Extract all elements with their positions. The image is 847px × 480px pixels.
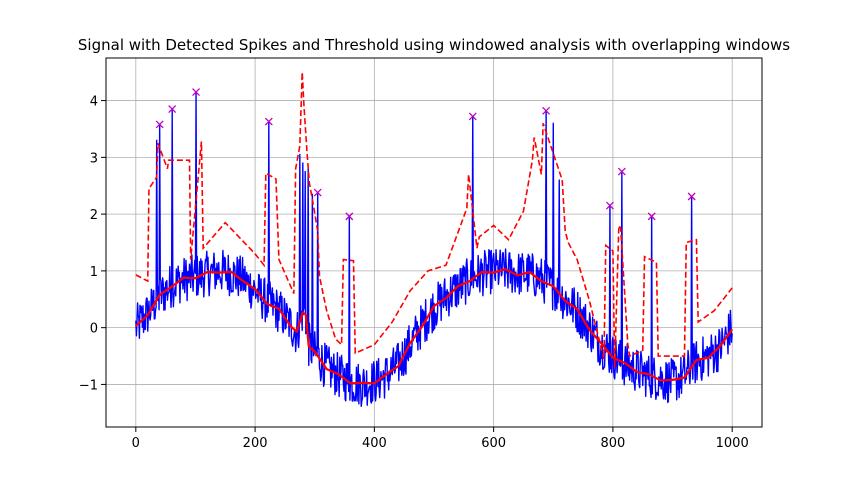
- y-tick-label: −1: [79, 378, 98, 393]
- spike-marker: [617, 167, 626, 176]
- spike-marker: [168, 105, 177, 114]
- y-tick-label: 1: [90, 265, 98, 280]
- x-tick-label: 1000: [716, 436, 749, 451]
- signal-line: [135, 91, 733, 407]
- y-axis-ticks: −1 0 1 2 3 4: [79, 95, 106, 393]
- threshold-line: [135, 72, 733, 368]
- y-tick-label: 0: [90, 322, 98, 337]
- chart-title: Signal with Detected Spikes and Threshol…: [78, 36, 790, 54]
- threshold-series: [135, 72, 733, 368]
- plot-background: [106, 58, 762, 427]
- spike-marker: [542, 106, 551, 115]
- spike-marker: [264, 117, 273, 126]
- spike-marker: [687, 192, 696, 201]
- spike-marker: [468, 112, 477, 121]
- spike-marker: [192, 88, 201, 97]
- plot-area: 0 200 400 600 800 1000 −1 0 1 2 3 4: [79, 57, 763, 451]
- x-tick-label: 400: [362, 436, 387, 451]
- spike-markers: [155, 88, 696, 221]
- spike-marker: [605, 201, 614, 210]
- spike-marker: [313, 188, 322, 197]
- smoothed-line: [135, 268, 734, 385]
- x-tick-label: 0: [132, 436, 140, 451]
- smoothed-series: [135, 268, 734, 385]
- signal-series: [135, 91, 733, 407]
- y-tick-label: 3: [90, 151, 98, 166]
- y-tick-label: 4: [90, 95, 98, 110]
- spike-marker: [155, 120, 164, 129]
- x-tick-label: 200: [243, 436, 268, 451]
- y-tick-label: 2: [90, 208, 98, 223]
- x-tick-label: 600: [481, 436, 506, 451]
- x-tick-label: 800: [600, 436, 625, 451]
- x-axis-ticks: 0 200 400 600 800 1000: [132, 427, 749, 451]
- spike-marker: [345, 212, 354, 221]
- spike-marker: [647, 212, 656, 221]
- plot-frame: [105, 57, 763, 428]
